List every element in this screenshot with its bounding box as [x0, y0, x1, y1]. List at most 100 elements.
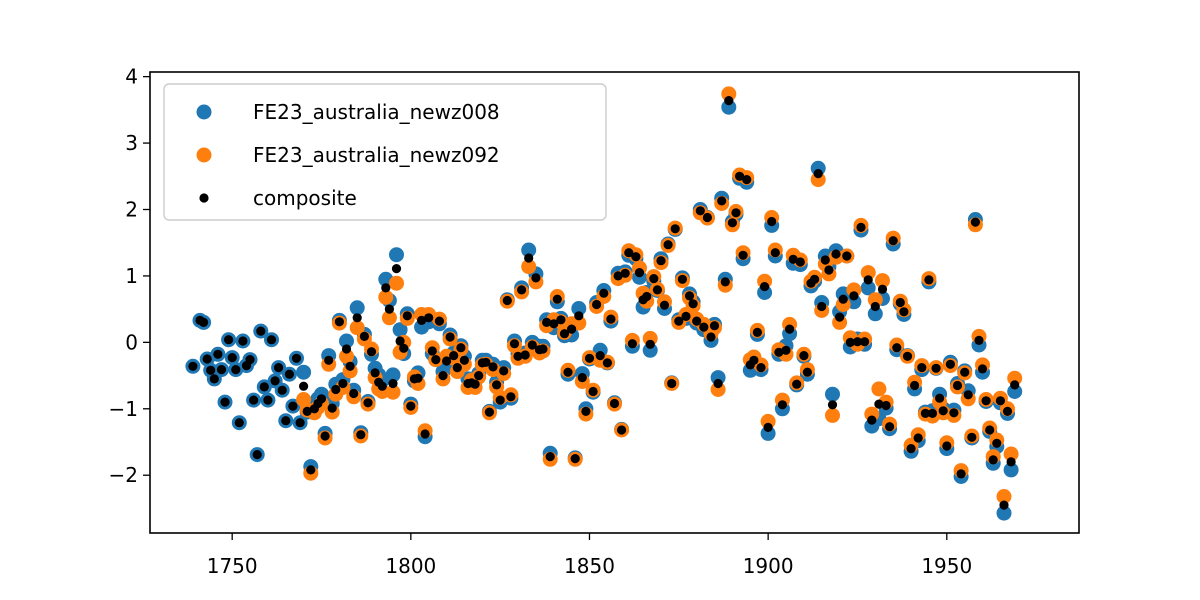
data-point [738, 250, 748, 260]
data-point [799, 351, 809, 361]
data-point [392, 322, 408, 338]
data-point [406, 401, 416, 411]
data-point [224, 335, 234, 345]
data-point [845, 337, 855, 347]
data-point [388, 378, 398, 389]
data-point [291, 353, 302, 363]
data-point [445, 332, 455, 342]
data-point [306, 465, 316, 475]
data-point [831, 249, 841, 259]
data-point [567, 324, 577, 334]
data-point [324, 355, 334, 365]
data-point [345, 361, 355, 371]
data-point [931, 363, 941, 373]
data-point [470, 379, 480, 389]
data-point [774, 347, 784, 357]
data-point [935, 393, 945, 403]
data-point [788, 254, 798, 264]
data-point [949, 408, 959, 418]
data-point [699, 322, 709, 332]
data-point [877, 284, 888, 294]
data-point [520, 350, 530, 360]
data-point [206, 365, 216, 375]
legend-label: composite [253, 186, 357, 210]
data-point [499, 366, 509, 376]
data-point [431, 355, 441, 365]
data-point [442, 356, 452, 366]
data-point [956, 469, 966, 479]
data-point [274, 363, 284, 373]
data-point [434, 316, 444, 326]
data-point [402, 311, 412, 321]
data-point [216, 365, 227, 375]
data-point [509, 339, 520, 349]
data-point [838, 294, 848, 304]
data-point [770, 248, 780, 258]
data-point [259, 382, 269, 392]
y-tick-label: −2 [109, 463, 138, 487]
data-point [602, 358, 613, 368]
data-point [399, 343, 409, 353]
data-point [634, 268, 645, 278]
data-point [385, 367, 401, 383]
data-point [452, 363, 462, 373]
data-point [592, 299, 602, 310]
data-point [459, 355, 469, 365]
data-point [721, 99, 737, 115]
data-point [813, 169, 823, 179]
data-point [1010, 380, 1020, 390]
data-point [906, 444, 916, 454]
legend-marker [196, 104, 212, 120]
data-point [484, 407, 494, 417]
data-point [802, 367, 813, 377]
data-point [270, 376, 280, 386]
legend-marker [196, 147, 212, 163]
plot-points [185, 86, 1023, 521]
legend-label: FE23_australia_newz092 [253, 143, 500, 167]
data-point [767, 216, 777, 227]
data-point [488, 362, 498, 372]
data-point [824, 265, 834, 275]
data-point [584, 353, 595, 363]
data-point [389, 275, 404, 291]
data-point [381, 283, 391, 293]
data-point [752, 327, 763, 337]
data-point [352, 313, 362, 323]
data-point [870, 301, 880, 312]
data-point [606, 314, 616, 324]
data-point [695, 206, 705, 216]
data-point [366, 347, 377, 357]
data-point [977, 364, 988, 374]
data-point [681, 311, 691, 321]
data-point [724, 96, 734, 106]
data-point [563, 367, 573, 377]
data-point [349, 320, 365, 336]
data-point [220, 397, 230, 407]
data-point [960, 367, 970, 377]
data-point [849, 291, 859, 301]
data-point [871, 381, 887, 397]
data-point [674, 316, 684, 326]
data-point [967, 432, 977, 442]
data-point [735, 171, 745, 181]
data-point [327, 403, 337, 413]
data-point [717, 196, 727, 206]
data-point [334, 317, 344, 327]
data-point [860, 280, 876, 296]
data-point [624, 248, 634, 258]
x-axis: 1750 1800 1850 1900 1950 [207, 533, 972, 578]
data-point [356, 430, 366, 440]
data-point [227, 353, 237, 363]
data-point [867, 415, 877, 425]
data-point [727, 218, 738, 228]
x-tick-label: 1850 [564, 554, 615, 578]
data-point [827, 400, 838, 410]
data-point [420, 429, 430, 439]
data-point [502, 295, 512, 306]
data-point [381, 310, 397, 326]
data-point [720, 277, 730, 287]
data-point [721, 86, 737, 102]
data-point [999, 500, 1009, 510]
x-tick-label: 1750 [207, 554, 258, 578]
